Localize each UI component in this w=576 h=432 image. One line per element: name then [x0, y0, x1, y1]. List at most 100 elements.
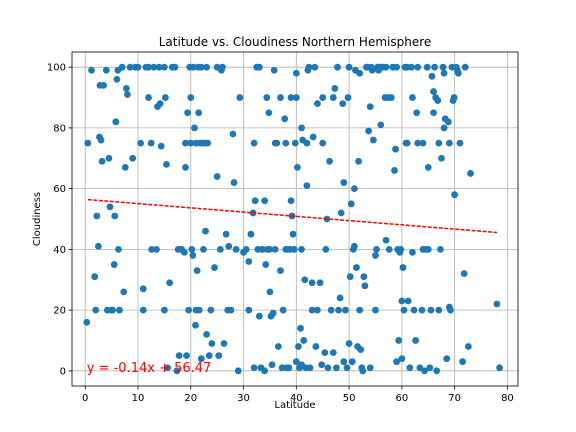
data-point — [175, 352, 183, 360]
data-point — [113, 75, 121, 83]
data-point — [222, 230, 230, 238]
data-point — [398, 297, 406, 305]
data-point — [368, 66, 376, 74]
data-point — [157, 142, 165, 150]
data-point — [454, 69, 462, 77]
data-point — [255, 312, 263, 320]
data-point — [160, 63, 168, 71]
data-point — [316, 279, 324, 287]
data-point — [220, 340, 228, 347]
x-axis-label: Latitude — [274, 400, 315, 411]
data-point — [202, 227, 209, 235]
data-point — [496, 364, 503, 372]
data-point — [259, 245, 267, 253]
plot-frame — [71, 51, 519, 387]
y-axis-ticks: 0 20 40 60 80 100 — [47, 63, 72, 377]
data-point — [203, 330, 210, 338]
data-point — [263, 94, 271, 101]
data-point — [183, 352, 190, 360]
data-point — [314, 306, 321, 314]
data-point — [297, 324, 304, 332]
data-point — [393, 358, 401, 366]
data-point — [83, 318, 91, 326]
data-point — [439, 63, 447, 71]
data-point — [227, 306, 235, 314]
data-point — [303, 139, 311, 147]
data-point — [116, 306, 123, 314]
data-point — [301, 276, 309, 284]
x-tick-label: 20 — [184, 393, 197, 404]
data-point — [355, 157, 363, 165]
data-point — [391, 167, 398, 174]
data-point — [412, 337, 420, 344]
data-point — [414, 63, 422, 71]
data-point — [204, 139, 212, 147]
data-point — [203, 63, 210, 71]
data-point — [314, 100, 321, 108]
data-point — [365, 127, 373, 135]
data-point — [308, 306, 316, 314]
data-point — [110, 261, 118, 268]
data-point — [300, 337, 308, 344]
data-point — [230, 179, 238, 186]
data-point — [366, 103, 374, 111]
data-point — [163, 160, 170, 168]
data-point — [139, 306, 147, 314]
data-point — [262, 261, 270, 268]
data-point — [109, 306, 117, 314]
data-point — [129, 154, 137, 162]
data-point — [426, 364, 434, 372]
data-point — [319, 94, 327, 101]
data-point — [372, 252, 379, 259]
data-point — [343, 364, 351, 372]
data-point — [373, 245, 380, 253]
data-point — [342, 306, 349, 314]
data-point — [139, 285, 147, 293]
data-point — [461, 63, 469, 71]
data-point — [327, 306, 335, 314]
data-point — [105, 154, 113, 162]
y-axis-label: Cloudiness — [32, 192, 43, 246]
data-point — [124, 91, 131, 98]
data-point — [84, 139, 92, 147]
x-tick-label: 70 — [448, 393, 461, 404]
data-point — [340, 358, 348, 366]
data-point — [366, 364, 374, 372]
data-point — [435, 306, 443, 314]
data-point — [145, 63, 152, 71]
data-point — [211, 264, 218, 271]
data-point — [106, 203, 114, 211]
data-point — [232, 245, 240, 253]
regression-equation: y = -0.14x + 56.47 — [87, 361, 212, 376]
data-point — [88, 66, 95, 74]
data-point — [219, 63, 226, 71]
y-tick-label: 20 — [53, 306, 66, 317]
data-point — [434, 97, 442, 104]
data-point — [162, 94, 169, 101]
data-point — [93, 212, 101, 220]
data-point — [404, 297, 412, 305]
data-point — [312, 343, 320, 350]
data-point — [447, 306, 454, 314]
data-point — [423, 63, 431, 71]
data-point — [92, 306, 100, 314]
data-point — [319, 139, 327, 147]
data-point — [339, 100, 347, 108]
data-point — [236, 94, 244, 101]
x-axis-ticks: 0 10 20 30 40 50 60 70 80 — [82, 386, 514, 404]
data-point — [98, 157, 106, 165]
data-point — [309, 133, 317, 141]
data-point — [407, 63, 415, 71]
data-point — [400, 306, 408, 314]
data-point — [464, 343, 472, 350]
x-tick-label: 60 — [396, 393, 409, 404]
data-point — [182, 163, 189, 171]
data-point — [298, 124, 305, 132]
data-point — [345, 340, 353, 347]
data-point — [350, 185, 358, 193]
data-point — [266, 245, 274, 253]
data-point — [421, 367, 428, 375]
data-point — [308, 279, 316, 287]
data-point — [285, 364, 293, 372]
